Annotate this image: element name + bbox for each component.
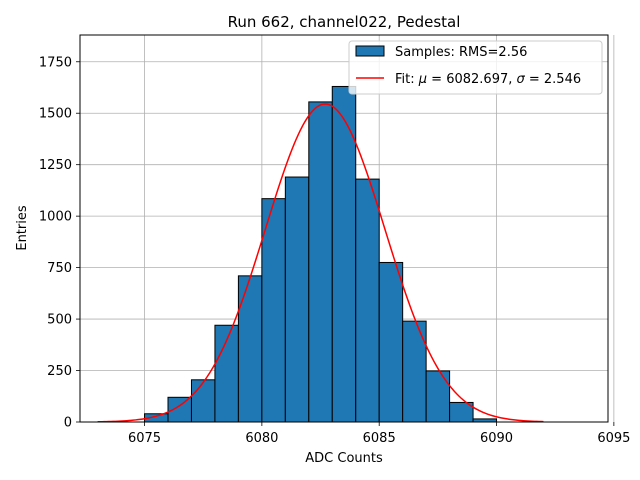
- histogram-bar: [425, 370, 451, 423]
- y-tick-label: 750: [47, 261, 72, 276]
- x-tick-label: 6080: [245, 431, 278, 446]
- legend-label-samples: Samples: RMS=2.56: [395, 45, 527, 60]
- legend-label-fit: Fit: μ = 6082.697, σ = 2.546: [395, 72, 581, 87]
- histogram-bars: [144, 85, 498, 423]
- fit-curve: [97, 103, 544, 423]
- y-axis: 0 250 500 750 1000 1250 1500 1750: [39, 55, 80, 431]
- x-axis-label: ADC Counts: [305, 451, 383, 466]
- legend-box: [348, 40, 603, 95]
- histogram-bar: [355, 178, 380, 423]
- y-tick-label: 1500: [39, 107, 72, 122]
- x-tick-label: 6075: [128, 431, 161, 446]
- legend: Samples: RMS=2.56 Fit: μ = 6082.697, σ =…: [348, 40, 603, 95]
- histogram-bar: [284, 176, 310, 423]
- histogram-bar: [308, 101, 333, 423]
- y-tick-label: 500: [47, 313, 72, 328]
- x-tick-label: 6085: [363, 431, 396, 446]
- y-tick-label: 1000: [39, 210, 72, 225]
- x-tick-label: 6090: [480, 431, 513, 446]
- y-tick-label: 250: [47, 364, 72, 379]
- x-axis: 6075 6080 6085 6090 6095: [128, 422, 630, 446]
- y-tick-label: 0: [64, 416, 72, 431]
- histogram-bar: [261, 198, 286, 423]
- histogram-bar: [378, 261, 404, 423]
- y-tick-label: 1250: [39, 158, 72, 173]
- x-tick-label: 6095: [597, 431, 630, 446]
- histogram-bar: [190, 379, 216, 423]
- plot-frame: [79, 34, 609, 423]
- chart-title: Run 662, channel022, Pedestal: [228, 13, 461, 31]
- legend-swatch-samples: [355, 45, 385, 57]
- y-tick-label: 1750: [39, 55, 72, 70]
- histogram-bar: [237, 275, 263, 423]
- y-axis-label: Entries: [15, 205, 30, 251]
